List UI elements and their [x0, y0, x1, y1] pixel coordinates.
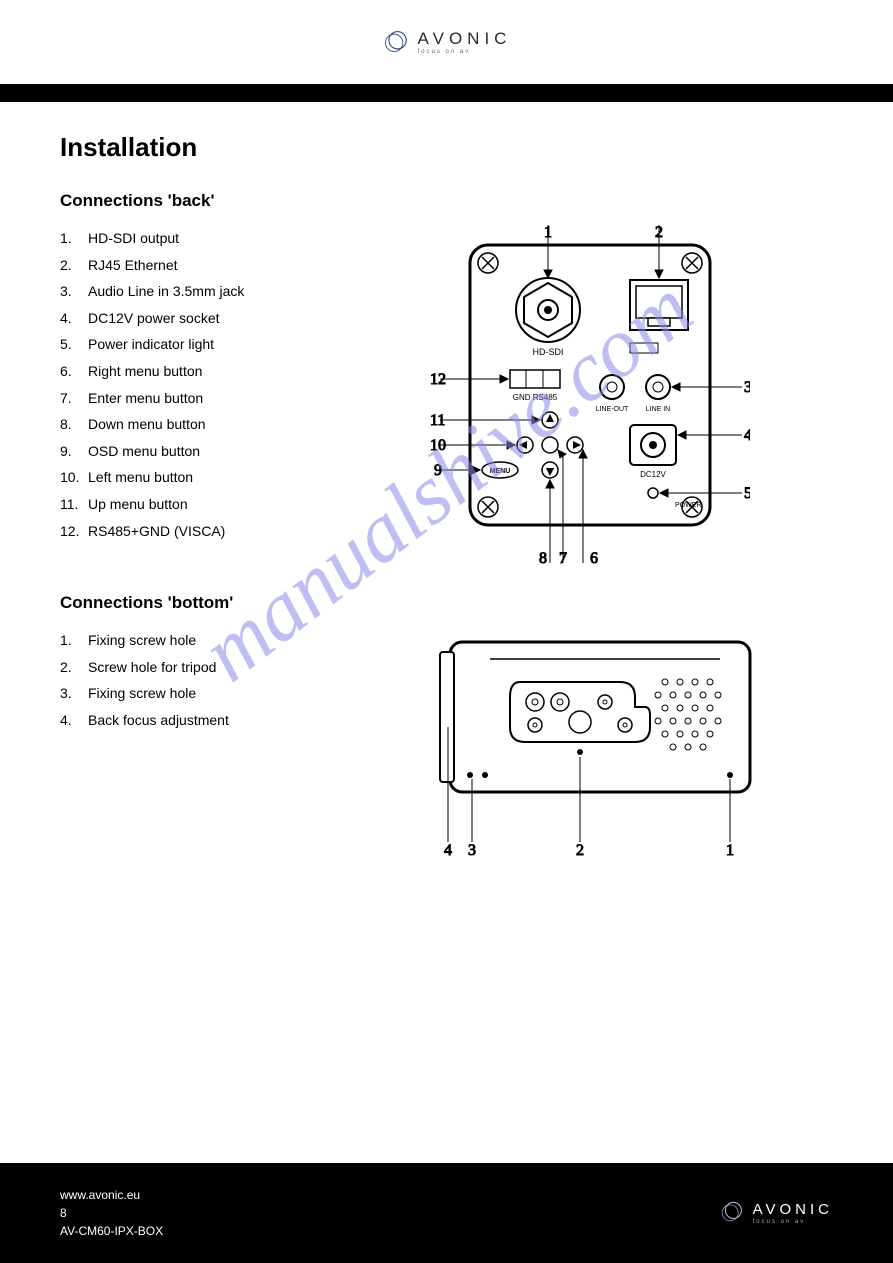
footer: www.avonic.eu 8 AV-CM60-IPX-BOX AVONIC f…: [0, 1163, 893, 1263]
section-2-diagram: 4 3 2 1: [430, 627, 833, 857]
section-1-row: 1.HD-SDI output 2.RJ45 Ethernet 3.Audio …: [60, 225, 833, 565]
svg-text:4: 4: [744, 427, 750, 444]
svg-text:10: 10: [430, 437, 446, 454]
list-item: 7.Enter menu button: [60, 385, 410, 412]
list-item: 9.OSD menu button: [60, 438, 410, 465]
list-item: 4.DC12V power socket: [60, 305, 410, 332]
footer-model: AV-CM60-IPX-BOX: [60, 1222, 163, 1240]
svg-text:LINE-OUT: LINE-OUT: [596, 406, 629, 413]
list-item: 1.Fixing screw hole: [60, 627, 410, 654]
footer-page-num: 8: [60, 1204, 163, 1222]
page-title: Installation: [60, 132, 833, 163]
list-item: 1.HD-SDI output: [60, 225, 410, 252]
section-2-row: 1.Fixing screw hole 2.Screw hole for tri…: [60, 627, 833, 857]
svg-text:DC12V: DC12V: [640, 470, 666, 479]
logo-text: AVONIC focus on av: [418, 30, 512, 55]
svg-text:2: 2: [576, 842, 584, 857]
footer-text: www.avonic.eu 8 AV-CM60-IPX-BOX: [60, 1186, 163, 1240]
footer-logo: AVONIC focus on av: [719, 1200, 833, 1226]
svg-text:1: 1: [544, 225, 552, 241]
svg-text:4: 4: [444, 842, 452, 857]
svg-text:5: 5: [744, 485, 750, 502]
svg-text:8: 8: [539, 550, 547, 565]
list-item: 3.Audio Line in 3.5mm jack: [60, 278, 410, 305]
svg-text:2: 2: [655, 225, 663, 241]
list-item: 11.Up menu button: [60, 491, 410, 518]
logo-icon: [719, 1200, 745, 1226]
svg-text:12: 12: [430, 371, 446, 388]
logo-icon: [382, 29, 408, 55]
brand-tagline: focus on av: [418, 49, 512, 55]
svg-text:HD-SDI: HD-SDI: [533, 347, 564, 357]
svg-text:3: 3: [744, 379, 750, 396]
svg-text:11: 11: [430, 412, 445, 429]
svg-text:9: 9: [434, 462, 442, 479]
header: AVONIC focus on av: [0, 0, 893, 84]
svg-text:LINE IN: LINE IN: [646, 406, 671, 413]
logo-text: AVONIC focus on av: [753, 1202, 833, 1225]
brand-logo: AVONIC focus on av: [382, 29, 512, 55]
list-item: 5.Power indicator light: [60, 331, 410, 358]
svg-text:7: 7: [559, 550, 567, 565]
svg-text:MENU: MENU: [490, 468, 511, 475]
list-item: 4.Back focus adjustment: [60, 707, 410, 734]
back-panel-diagram: HD-SDI GND RS485 LINE-OUT LINE IN: [430, 225, 750, 565]
brand-name: AVONIC: [418, 30, 512, 47]
list-item: 6.Right menu button: [60, 358, 410, 385]
section-2-list: 1.Fixing screw hole 2.Screw hole for tri…: [60, 627, 410, 857]
section-2-title: Connections 'bottom': [60, 593, 833, 613]
brand-name: AVONIC: [753, 1202, 833, 1217]
page-content: manualshive.com Installation Connections…: [0, 102, 893, 857]
section-1-list: 1.HD-SDI output 2.RJ45 Ethernet 3.Audio …: [60, 225, 410, 565]
list-item: 8.Down menu button: [60, 411, 410, 438]
section-1-diagram: HD-SDI GND RS485 LINE-OUT LINE IN: [430, 225, 833, 565]
brand-tagline: focus on av: [753, 1219, 833, 1225]
list-item: 3.Fixing screw hole: [60, 680, 410, 707]
svg-text:6: 6: [590, 550, 598, 565]
list-item: 10.Left menu button: [60, 464, 410, 491]
divider-bar: [0, 84, 893, 102]
svg-text:POWER: POWER: [675, 502, 701, 509]
list-item: 12.RS485+GND (VISCA): [60, 518, 410, 545]
section-1-title: Connections 'back': [60, 191, 833, 211]
bottom-panel-diagram: 4 3 2 1: [430, 627, 770, 857]
list-item: 2.RJ45 Ethernet: [60, 252, 410, 279]
svg-text:3: 3: [468, 842, 476, 857]
footer-url: www.avonic.eu: [60, 1186, 163, 1204]
list-item: 2.Screw hole for tripod: [60, 654, 410, 681]
svg-text:1: 1: [726, 842, 734, 857]
svg-text:GND RS485: GND RS485: [513, 393, 558, 402]
